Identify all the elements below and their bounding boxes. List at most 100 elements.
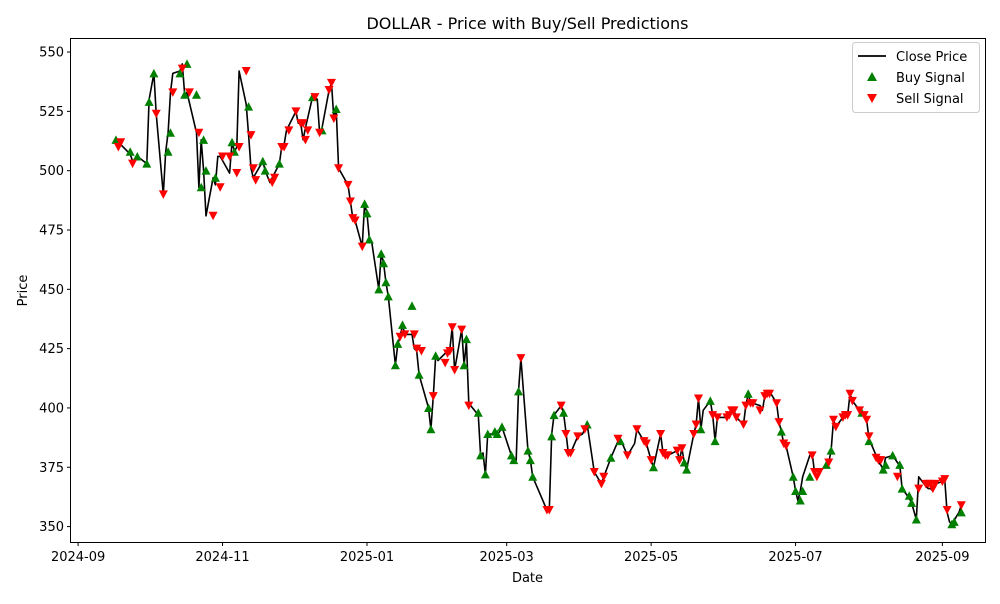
sell-signal-marker (940, 475, 950, 484)
buy-signal-marker (514, 386, 524, 396)
sell-signal-marker (708, 411, 718, 420)
sell-signal-marker (622, 451, 632, 460)
y-tick-label: 350 (39, 520, 64, 535)
buy-signal-marker (376, 249, 386, 258)
legend: Close Price Buy Signal Sell Signal (852, 42, 980, 113)
buy-signal-marker (509, 455, 519, 465)
buy-signal-marker (260, 166, 270, 175)
sell-signal-marker (298, 119, 308, 128)
buy-signal-marker (459, 360, 469, 370)
buy-signal-marker (895, 460, 905, 469)
sell-signal-marker (689, 430, 699, 439)
sell-signal-marker (843, 411, 853, 420)
buy-signal-marker (379, 258, 389, 268)
sell-signal-marker (580, 425, 590, 434)
sell-signal-marker (831, 422, 841, 432)
y-tick-label: 425 (39, 342, 64, 357)
buy-signal-marker (648, 462, 658, 472)
buy-signal-marker (956, 507, 966, 517)
y-tick-label: 375 (39, 461, 64, 476)
buy-signal-marker (191, 90, 201, 99)
sell-signal-marker (464, 401, 474, 411)
x-tick-label: 2025-05 (624, 550, 678, 565)
sell-signal-marker (412, 344, 422, 354)
y-tick-label: 500 (39, 164, 64, 179)
buy-signal-marker (426, 424, 436, 434)
buy-signal-marker (547, 431, 557, 441)
legend-buy-swatch-icon (867, 72, 877, 81)
sell-signal-marker (184, 88, 194, 97)
buy-signal-marker (364, 234, 374, 244)
sell-signal-marker (693, 394, 703, 403)
buy-signal-marker (791, 486, 801, 495)
sell-signal-marker (663, 451, 673, 460)
buy-signal-marker (549, 410, 559, 420)
sell-signal-marker (215, 183, 225, 192)
buy-signal-marker (696, 424, 706, 434)
sell-signal-marker (440, 358, 450, 368)
sell-signal-marker (731, 413, 741, 422)
sell-signal-marker (641, 439, 651, 449)
sell-signal-marker (672, 446, 682, 456)
sell-signal-marker (573, 432, 583, 441)
sell-signal-marker (300, 135, 310, 145)
sell-signal-marker (279, 142, 289, 152)
sell-signal-marker (892, 472, 902, 482)
sell-signal-marker (128, 159, 138, 169)
y-axis-ticks: 350 375 400 425 450 475 500 525 550 (39, 46, 71, 535)
sell-signal-marker (395, 332, 405, 342)
buy-signal-marker (199, 135, 209, 144)
buy-signal-marker (383, 291, 393, 301)
legend-label-sell-signal: Sell Signal (896, 92, 964, 107)
sell-signal-marker (691, 420, 701, 430)
buy-signal-marker (476, 450, 486, 460)
y-tick-label: 400 (39, 401, 64, 416)
buy-signal-marker (795, 495, 805, 505)
sell-signal-marker (914, 484, 924, 494)
sell-signal-marker (246, 131, 256, 140)
buy-signal-marker (132, 151, 142, 161)
buy-signal-marker (393, 339, 403, 348)
sell-signal-marker (315, 128, 325, 138)
buy-signal-marker (805, 472, 815, 481)
buy-signal-marker (480, 469, 490, 479)
buy-signal-marker (201, 166, 211, 175)
sell-signal-marker (738, 420, 748, 430)
x-tick-label: 2025-07 (768, 550, 822, 565)
sell-signal-marker (864, 432, 874, 441)
buy-signal-marker (424, 403, 434, 412)
buy-signal-marker (606, 453, 616, 462)
buy-signal-marker (331, 104, 341, 113)
sell-signal-marker (303, 126, 313, 135)
sell-signal-marker (942, 505, 952, 515)
sell-signal-marker (589, 468, 599, 477)
sell-signal-marker (712, 413, 722, 422)
buy-signal-marker (196, 182, 206, 192)
buy-signal-marker (710, 436, 720, 446)
buy-signal-marker (897, 484, 907, 493)
buy-signal-marker (798, 486, 808, 495)
buy-signal-marker (398, 320, 408, 329)
x-tick-label: 2025-01 (340, 550, 394, 565)
sell-signal-marker (116, 138, 126, 147)
buy-signal-marker (258, 156, 268, 166)
buy-signal-marker (227, 137, 237, 147)
buy-signal-marker (888, 450, 898, 460)
sell-signal-marker (400, 330, 410, 339)
buy-signal-marker (559, 408, 569, 417)
sell-signal-marker (544, 505, 554, 515)
y-tick-label: 550 (39, 46, 64, 61)
sell-signal-marker (329, 114, 339, 123)
sell-signal-marker (194, 128, 204, 138)
x-tick-label: 2024-09 (51, 550, 105, 565)
sell-signal-marker (450, 365, 460, 375)
buy-signal-marker (374, 284, 384, 294)
chart-title: DOLLAR - Price with Buy/Sell Predictions (366, 14, 688, 33)
buy-signal-marker (149, 68, 159, 78)
sell-signal-marker (225, 152, 235, 161)
buy-signal-marker (175, 68, 185, 78)
legend-label-close-price: Close Price (896, 50, 967, 65)
sell-signal-marker (748, 399, 758, 408)
buy-signal-marker (461, 334, 471, 344)
